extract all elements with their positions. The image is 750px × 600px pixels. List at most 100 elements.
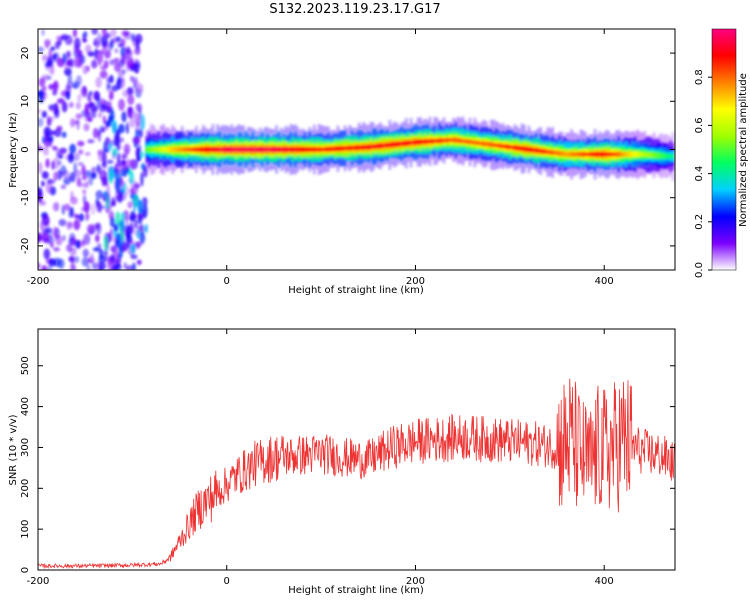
ridge-cell (352, 145, 356, 150)
ridge-cell (154, 147, 158, 152)
noise-blob (38, 109, 42, 114)
ridge-cell (381, 143, 385, 148)
transition-blob (135, 129, 141, 138)
ridge-cell (662, 153, 665, 159)
ridge-cell (645, 152, 649, 157)
ridge-cell (527, 147, 531, 152)
noise-blob (73, 213, 79, 219)
noise-blob (42, 147, 49, 156)
ridge-cell (607, 152, 611, 157)
ridge-cell (617, 151, 621, 158)
noise-blob (48, 116, 55, 122)
noise-blob (52, 157, 60, 169)
noise-blob (97, 52, 104, 65)
ridge-cell (409, 140, 413, 145)
ridge-cell (437, 137, 441, 144)
ridge-cell (574, 152, 578, 157)
noise-blob (71, 257, 75, 269)
noise-blob (78, 213, 85, 222)
noise-blob (135, 83, 144, 94)
ridge-cell (357, 145, 361, 150)
ridge-cell (152, 146, 156, 153)
transition-blob (120, 219, 126, 233)
noise-blob (133, 241, 142, 248)
noise-blob (42, 91, 48, 100)
ridge-cell (407, 140, 411, 146)
noise-blob (38, 46, 45, 53)
ridge-cell (480, 141, 484, 146)
ridge-cell (244, 147, 248, 152)
noise-blob (98, 254, 105, 264)
ridge-cell (539, 148, 543, 154)
ridge-cell (669, 154, 673, 159)
transition-blob (103, 190, 108, 198)
ridge-cell (499, 143, 503, 149)
ridge-cell (178, 146, 182, 153)
transition-blob (130, 244, 136, 254)
snr-ytick-label: 400 (20, 397, 31, 416)
ridge-cell (584, 152, 588, 157)
ridge-cell (230, 147, 234, 152)
ridge-cell (218, 147, 222, 152)
ridge-cell (515, 145, 519, 151)
noise-blob (87, 176, 94, 186)
noise-blob (38, 146, 44, 152)
transition-blob (109, 109, 115, 123)
ridge-cell (650, 152, 654, 158)
ridge-cell (289, 146, 293, 153)
noise-blob (48, 83, 55, 90)
noise-blob (61, 131, 67, 138)
snr-frame (37, 328, 676, 571)
noise-blob (96, 163, 102, 175)
ridge-cell (475, 140, 479, 146)
ridge-cell (336, 146, 340, 152)
transition-blob (136, 229, 140, 239)
ridge-cell (338, 145, 342, 152)
ridge-cell (150, 147, 154, 152)
snr-xtick-label: 0 (224, 576, 230, 587)
noise-blob (91, 60, 97, 69)
ridge-cell (614, 151, 618, 157)
ridge-cell (253, 147, 257, 152)
noise-blob (110, 254, 115, 262)
noise-blob (136, 259, 142, 265)
snr-series-line (38, 378, 675, 570)
spectrogram-xtick-label: 0 (224, 276, 230, 287)
ridge-cell (277, 146, 281, 153)
noise-blob (104, 49, 111, 59)
noise-blob (44, 227, 53, 233)
noise-blob (76, 49, 83, 59)
noise-blob (109, 228, 114, 235)
ridge-cell (362, 144, 366, 150)
transition-blob (115, 172, 121, 187)
noise-blob (130, 254, 138, 260)
transition-blob (113, 223, 119, 232)
noise-blob (41, 171, 49, 180)
noise-blob (66, 60, 72, 67)
noise-blob (55, 147, 60, 159)
ridge-cell (603, 152, 607, 157)
ridge-cell (319, 147, 323, 152)
ridge-cell (572, 151, 576, 157)
ridge-cell (176, 147, 179, 152)
ridge-cell (636, 151, 640, 158)
transition-blob (108, 165, 115, 182)
noise-blob (52, 81, 58, 90)
ridge-cell (440, 137, 444, 144)
noise-blob (48, 258, 57, 267)
transition-blob (133, 193, 139, 208)
ridge-cell (227, 146, 231, 153)
noise-blob (54, 41, 60, 50)
noise-blob (125, 217, 129, 225)
colorbar-ramp (712, 29, 736, 270)
noise-blob (87, 139, 95, 144)
noise-blob (134, 219, 138, 229)
ridge-cell (282, 146, 286, 153)
ridge-cell (553, 150, 557, 155)
noise-blob (95, 190, 104, 200)
ridge-cell (322, 147, 326, 152)
noise-blob (58, 218, 67, 227)
noise-blob (91, 262, 97, 270)
noise-blob (95, 222, 102, 235)
ridge-cell (272, 146, 276, 153)
